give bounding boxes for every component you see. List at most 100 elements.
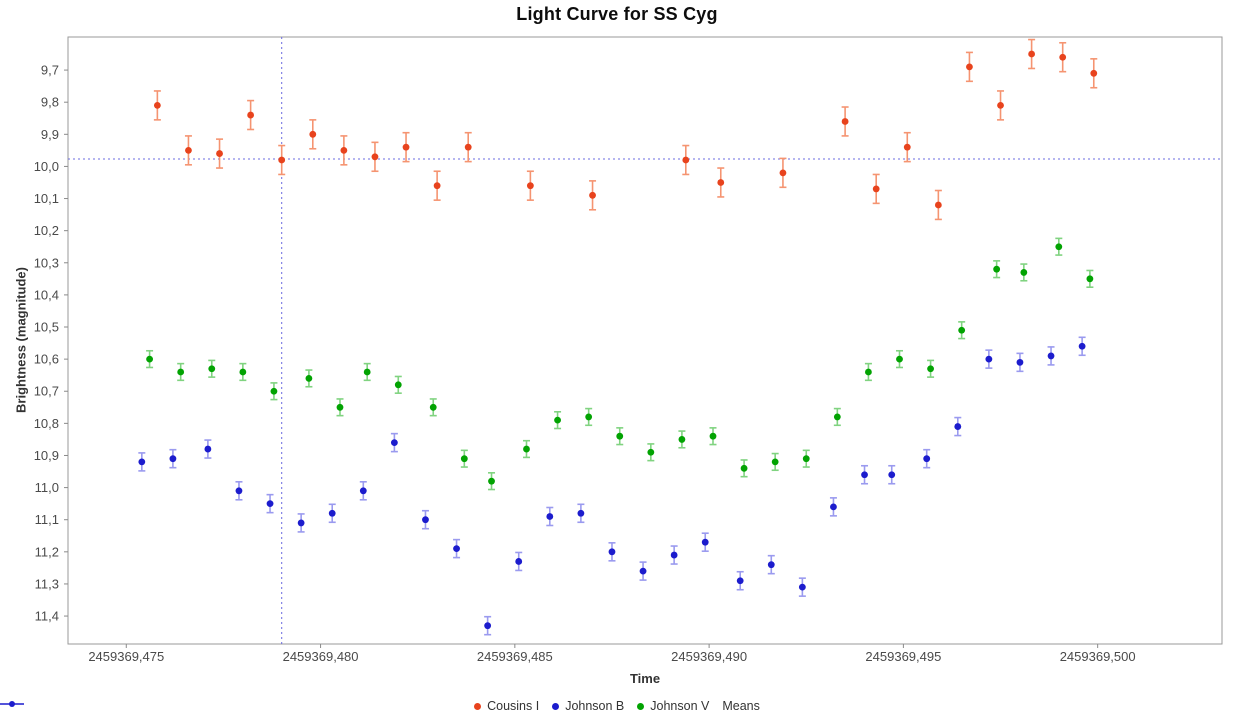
data-point-cousins-i[interactable] [216,150,223,157]
data-point-cousins-i[interactable] [966,63,973,71]
data-point-cousins-i[interactable] [278,156,286,164]
data-point-cousins-i[interactable] [903,143,911,151]
data-point-cousins-i[interactable] [340,146,348,154]
data-point-johnson-v[interactable] [833,413,841,421]
data-point-johnson-v[interactable] [146,355,153,363]
y-axis-tick-label: 10,7 [34,384,59,399]
data-point-cousins-i[interactable] [371,153,379,161]
data-point-johnson-b[interactable] [266,500,274,508]
data-point-johnson-b[interactable] [484,622,492,630]
chart-legend: Cousins I Johnson B Johnson V Means [0,699,1234,713]
data-point-cousins-i[interactable] [1028,50,1036,58]
data-point-johnson-v[interactable] [394,381,402,389]
y-axis-tick-label: 10,0 [34,159,59,174]
data-point-cousins-i[interactable] [1090,69,1098,77]
data-point-cousins-i[interactable] [872,185,880,193]
data-point-johnson-v[interactable] [647,448,655,456]
data-point-johnson-v[interactable] [1086,275,1094,283]
data-point-johnson-b[interactable] [830,503,837,511]
data-point-cousins-i[interactable] [433,182,441,190]
data-point-cousins-i[interactable] [526,182,534,190]
data-point-johnson-v[interactable] [865,368,872,376]
data-point-johnson-v[interactable] [709,432,717,440]
data-point-johnson-v[interactable] [1055,243,1063,251]
data-point-johnson-v[interactable] [488,477,495,485]
data-point-johnson-b[interactable] [767,561,775,569]
plot-area[interactable]: 9,7 9,8 9,9 10,0 10,1 10,2 10,3 10,4 10,5 10,6 10,… [0,0,1234,696]
data-point-johnson-b[interactable] [670,551,678,559]
legend-label: Johnson B [565,699,625,713]
y-axis-tick-label: 10,8 [34,416,59,431]
data-point-johnson-b[interactable] [138,458,146,466]
data-point-johnson-v[interactable] [771,458,779,466]
data-point-johnson-v[interactable] [239,368,247,376]
data-point-johnson-b[interactable] [1078,342,1086,350]
data-point-cousins-i[interactable] [589,191,596,199]
y-axis-tick-label: 10,1 [34,191,59,206]
data-point-cousins-i[interactable] [841,118,849,125]
data-point-cousins-i[interactable] [934,201,942,209]
data-point-johnson-b[interactable] [297,519,305,527]
data-point-cousins-i[interactable] [153,102,161,109]
data-point-johnson-b[interactable] [169,455,177,463]
data-point-johnson-b[interactable] [798,583,806,591]
data-point-johnson-b[interactable] [235,487,243,495]
data-point-johnson-b[interactable] [328,509,336,517]
data-point-johnson-b[interactable] [204,445,212,453]
data-point-johnson-v[interactable] [927,365,934,373]
data-point-johnson-b[interactable] [1016,358,1024,366]
data-point-johnson-v[interactable] [177,368,185,376]
data-point-johnson-v[interactable] [305,374,313,382]
data-point-johnson-b[interactable] [954,423,962,430]
data-point-johnson-b[interactable] [736,577,744,585]
data-point-johnson-b[interactable] [861,471,868,479]
data-point-johnson-v[interactable] [802,455,810,463]
data-point-johnson-b[interactable] [701,538,709,546]
data-point-johnson-b[interactable] [639,567,647,575]
data-point-cousins-i[interactable] [402,143,410,151]
data-point-cousins-i[interactable] [309,130,317,138]
data-point-johnson-b[interactable] [608,548,616,556]
data-point-johnson-v[interactable] [896,355,903,363]
y-axis-tick-label: 10,3 [34,255,59,270]
data-point-johnson-v[interactable] [363,368,371,376]
data-point-johnson-v[interactable] [336,403,344,411]
data-point-cousins-i[interactable] [682,156,690,164]
data-point-johnson-v[interactable] [740,464,748,472]
data-point-johnson-v[interactable] [208,365,216,373]
data-point-johnson-b[interactable] [985,355,993,363]
data-point-johnson-b[interactable] [453,545,460,553]
y-axis-tick-label: 10,4 [34,287,59,302]
data-point-johnson-v[interactable] [270,387,278,395]
data-point-cousins-i[interactable] [185,146,192,154]
data-point-johnson-b[interactable] [1047,352,1055,360]
data-point-johnson-b[interactable] [515,558,523,565]
data-point-johnson-v[interactable] [554,416,561,424]
data-point-johnson-v[interactable] [585,413,593,421]
data-point-johnson-b[interactable] [923,455,931,463]
data-point-cousins-i[interactable] [464,143,472,151]
data-point-cousins-i[interactable] [779,169,787,177]
legend-item-johnson-b: Johnson B [552,699,624,713]
data-point-cousins-i[interactable] [1059,53,1067,61]
data-point-johnson-v[interactable] [616,432,624,440]
data-point-cousins-i[interactable] [247,111,255,119]
data-point-johnson-v[interactable] [993,265,1001,273]
data-point-johnson-v[interactable] [523,445,530,453]
y-axis-tick-label: 11,1 [35,512,59,527]
data-point-johnson-b[interactable] [546,513,554,520]
data-point-johnson-v[interactable] [1020,269,1028,276]
data-point-johnson-b[interactable] [390,439,398,447]
data-point-johnson-b[interactable] [422,516,429,524]
x-axis-tick-label: 2459369,500 [1060,649,1136,664]
data-point-johnson-v[interactable] [429,403,437,411]
data-point-cousins-i[interactable] [997,102,1004,109]
data-point-johnson-b[interactable] [888,471,896,479]
data-point-johnson-b[interactable] [577,509,585,517]
data-point-johnson-v[interactable] [460,455,468,463]
data-point-cousins-i[interactable] [717,179,725,186]
data-point-johnson-v[interactable] [678,436,686,443]
data-point-johnson-b[interactable] [359,487,367,495]
data-point-johnson-v[interactable] [958,326,966,334]
